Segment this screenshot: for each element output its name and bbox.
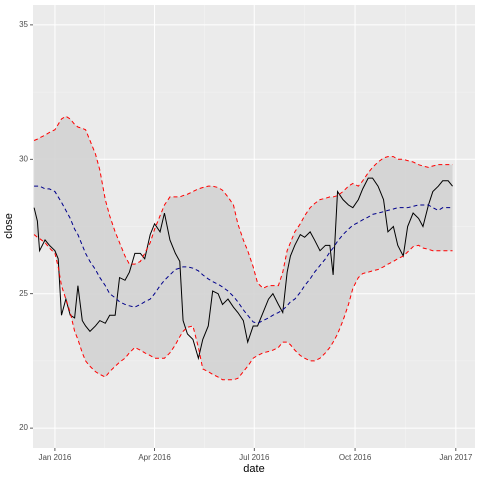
x-tick-label: Jul 2016 <box>239 453 270 462</box>
y-tick-label: 20 <box>19 423 28 432</box>
band-fill <box>34 116 453 380</box>
y-axis-title: close <box>3 213 15 239</box>
x-tick-label: Jan 2017 <box>439 453 472 462</box>
x-tick-label: Apr 2016 <box>138 453 171 462</box>
y-tick-label: 30 <box>19 154 28 163</box>
y-tick-label: 35 <box>19 20 28 29</box>
line <box>33 234 453 381</box>
line <box>34 185 453 324</box>
x-axis-title: date <box>243 463 264 475</box>
x-tick-label: Jan 2016 <box>38 453 71 462</box>
y-tick-label: 25 <box>19 289 28 298</box>
line <box>33 177 453 361</box>
x-tick-label: Oct 2016 <box>339 453 372 462</box>
line <box>33 115 453 289</box>
